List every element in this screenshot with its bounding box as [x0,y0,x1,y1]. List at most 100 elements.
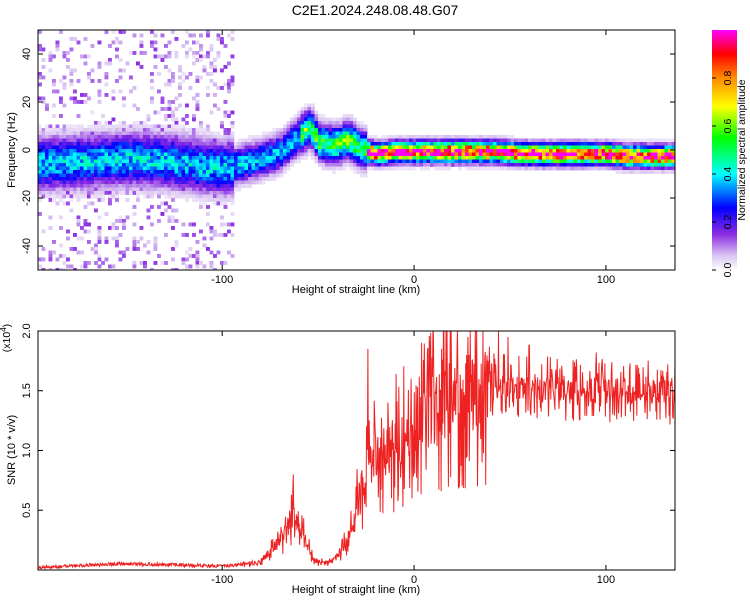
spectrogram-x-tick-label: 100 [597,274,615,286]
heatmap-cell [482,138,487,143]
heatmap-cell [181,159,186,164]
heatmap-cell [220,152,224,157]
heatmap-cell [360,142,364,146]
heatmap-cell [244,180,249,185]
heatmap-cell [52,149,56,153]
spectrogram-x-tick-label: -100 [211,274,233,286]
heatmap-cell [290,163,294,167]
heatmap-cell [157,163,161,167]
heatmap-cell [251,152,256,157]
heatmap-cell [188,177,193,181]
heatmap-cell [62,138,67,143]
heatmap-cell [38,170,42,174]
heatmap-cell [87,177,91,181]
heatmap-cell [97,156,102,160]
heatmap-cell [479,145,483,150]
heatmap-cell [192,170,196,174]
heatmap-cell [566,156,571,160]
heatmap-cell [129,187,133,192]
heatmap-cell [153,33,158,38]
heatmap-cell [426,156,431,160]
heatmap-cell [45,156,49,160]
heatmap-cell [528,145,532,150]
heatmap-cell [157,131,161,136]
heatmap-cell [444,145,448,150]
heatmap-cell [73,247,77,251]
heatmap-cell [202,152,207,157]
heatmap-cell [370,145,375,150]
heatmap-cell [591,142,595,146]
heatmap-cell [664,138,669,143]
heatmap-cell [153,110,158,115]
heatmap-cell [227,229,231,234]
heatmap-cell [202,135,207,139]
heatmap-cell [185,40,189,45]
heatmap-cell [486,142,490,146]
heatmap-cell [440,149,445,153]
heatmap-cell [468,135,473,139]
heatmap-cell [202,180,207,185]
heatmap-cell [437,156,441,160]
heatmap-cell [587,156,592,160]
heatmap-cell [118,121,123,125]
heatmap-cell [132,236,137,241]
heatmap-cell [363,170,368,174]
heatmap-cell [62,191,67,195]
heatmap-cell [118,145,123,150]
heatmap-cell [59,156,63,160]
heatmap-cell [188,166,193,171]
heatmap-cell [80,180,84,185]
heatmap-cell [566,166,571,171]
heatmap-cell [38,156,42,160]
heatmap-cell [339,166,343,171]
snr-series-line [38,331,675,570]
heatmap-cell [468,159,473,164]
heatmap-cell [615,163,620,167]
heatmap-cell [381,152,385,157]
heatmap-cell [202,149,207,153]
heatmap-cell [139,184,144,188]
heatmap-cell [167,163,172,167]
heatmap-cell [52,128,56,132]
heatmap-cell [66,173,70,178]
heatmap-cell [279,135,284,139]
heatmap-cell [563,145,567,150]
heatmap-cell [69,68,74,73]
heatmap-cell [94,145,98,150]
heatmap-cell [633,145,637,150]
heatmap-cell [479,149,483,153]
heatmap-cell [220,191,224,195]
heatmap-cell [272,145,277,150]
heatmap-cell [227,170,231,174]
heatmap-cell [248,173,252,178]
heatmap-cell [622,163,627,167]
heatmap-cell [265,166,270,171]
heatmap-cell [493,145,497,150]
heatmap-cell [160,100,165,104]
heatmap-cell [671,138,675,143]
heatmap-cell [150,142,154,146]
heatmap-cell [192,194,196,199]
heatmap-cell [650,156,655,160]
heatmap-cell [640,145,644,150]
heatmap-cell [220,180,224,185]
spectrogram-y-tick-label: 40 [21,48,33,60]
heatmap-cell [220,194,224,199]
heatmap-cell [517,163,522,167]
heatmap-cell [139,142,144,146]
heatmap-cell [52,114,56,118]
heatmap-cell [500,156,504,160]
heatmap-cell [129,163,133,167]
heatmap-cell [160,166,165,171]
heatmap-cell [80,142,84,146]
heatmap-cell [556,156,560,160]
heatmap-cell [307,142,312,146]
heatmap-cell [314,152,319,157]
heatmap-cell [125,128,130,132]
heatmap-cell [482,149,487,153]
heatmap-cell [192,61,196,66]
heatmap-cell [307,149,312,153]
heatmap-cell [118,135,123,139]
snr-x-tick-label: 100 [597,574,615,586]
heatmap-cell [41,100,46,104]
